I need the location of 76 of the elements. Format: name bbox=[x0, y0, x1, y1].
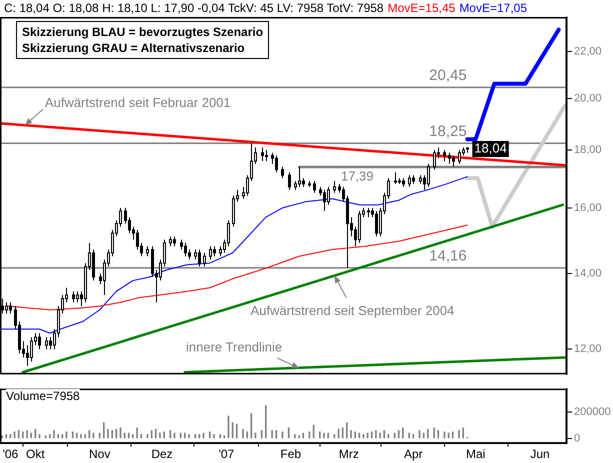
y-tick-label: 16,00 bbox=[574, 202, 602, 214]
candlestick bbox=[146, 246, 149, 257]
candlestick bbox=[26, 344, 29, 366]
candlestick bbox=[261, 146, 264, 162]
y-tick-label: 18,00 bbox=[574, 144, 602, 156]
annotation: Aufwärtstrend seit September 2004 bbox=[250, 303, 454, 318]
candlestick bbox=[9, 302, 12, 314]
y-tick-label: 22,00 bbox=[574, 46, 602, 58]
candlestick bbox=[375, 210, 378, 237]
candlestick bbox=[408, 174, 411, 188]
candlestick bbox=[209, 246, 212, 260]
candlestick bbox=[394, 172, 397, 184]
candlestick bbox=[45, 336, 48, 350]
x-tick-label: '06 bbox=[2, 447, 19, 462]
candlestick bbox=[198, 249, 201, 268]
candlestick bbox=[203, 252, 206, 268]
candlestick bbox=[265, 150, 268, 162]
candlestick bbox=[184, 242, 187, 257]
candlestick bbox=[327, 186, 330, 206]
candlestick bbox=[443, 150, 446, 162]
candlestick bbox=[458, 150, 461, 164]
x-tick-label: Apr bbox=[404, 447, 423, 462]
candlestick bbox=[72, 290, 75, 303]
text: MovE=17,05 bbox=[459, 1, 528, 15]
candlestick bbox=[76, 290, 79, 303]
candlestick bbox=[194, 249, 197, 260]
y-tick-label: 12,00 bbox=[574, 343, 602, 356]
ref-line-label: 20,45 bbox=[429, 67, 467, 84]
candlestick bbox=[323, 189, 326, 212]
candlestick bbox=[151, 246, 154, 278]
x-tick-label: Mrz bbox=[338, 447, 359, 462]
candlestick bbox=[219, 246, 222, 257]
y-tick-label: 200000 bbox=[574, 406, 611, 418]
x-tick-label: Dez bbox=[151, 447, 173, 462]
y-tick-label: 20,00 bbox=[574, 92, 602, 104]
x-tick-label: Jun bbox=[530, 447, 550, 462]
y-tick-label: 14,00 bbox=[574, 268, 602, 280]
x-tick-label: Mai bbox=[466, 447, 486, 462]
candlestick bbox=[433, 150, 436, 170]
annotation: Skizzierung GRAU = Alternativszenario bbox=[22, 40, 246, 56]
candlestick bbox=[38, 332, 41, 350]
ref-line-label: 14,16 bbox=[429, 248, 467, 265]
candlestick bbox=[136, 229, 139, 250]
candlestick bbox=[288, 172, 291, 190]
chart-title: C: 18,04 O: 18,08 H: 18,10 L: 17,90 -0,04 TckV: 45 LV: 7958 TotV: 7958 bbox=[4, 1, 384, 15]
candlestick bbox=[281, 166, 284, 179]
x-tick-label: Nov bbox=[89, 447, 110, 462]
candlestick bbox=[427, 163, 430, 188]
candlestick bbox=[180, 239, 183, 250]
ref-line-label: 18,25 bbox=[429, 122, 467, 140]
candlestick bbox=[275, 155, 278, 173]
candlestick bbox=[333, 180, 336, 194]
candlestick bbox=[188, 249, 191, 260]
candlestick bbox=[313, 180, 316, 194]
candlestick bbox=[448, 152, 451, 164]
x-tick-label: Okt bbox=[26, 447, 46, 462]
candlestick bbox=[452, 155, 455, 168]
x-tick-label: Feb bbox=[280, 447, 302, 462]
candlestick bbox=[5, 302, 8, 314]
chart-title: Volume=7958 bbox=[6, 389, 80, 403]
candlestick bbox=[367, 207, 370, 218]
candlestick bbox=[49, 336, 52, 350]
annotation: 17,39 bbox=[340, 168, 374, 184]
candlestick bbox=[227, 220, 230, 247]
candlestick bbox=[30, 336, 33, 362]
candlestick bbox=[169, 236, 172, 247]
candlestick bbox=[213, 246, 216, 257]
annotation: 18,04 bbox=[474, 140, 507, 156]
text: MovE=15,45 bbox=[388, 1, 456, 15]
candlestick bbox=[173, 236, 176, 247]
annotation: Aufwärtstrend seit Februar 2001 bbox=[44, 94, 231, 110]
y-tick-label: 0 bbox=[574, 432, 580, 444]
annotation: Skizzierung BLAU = bevorzugtes Szenario bbox=[22, 24, 264, 40]
candlestick bbox=[298, 166, 301, 188]
x-tick-label: '07 bbox=[218, 447, 235, 462]
annotation: innere Trendlinie bbox=[186, 340, 282, 355]
